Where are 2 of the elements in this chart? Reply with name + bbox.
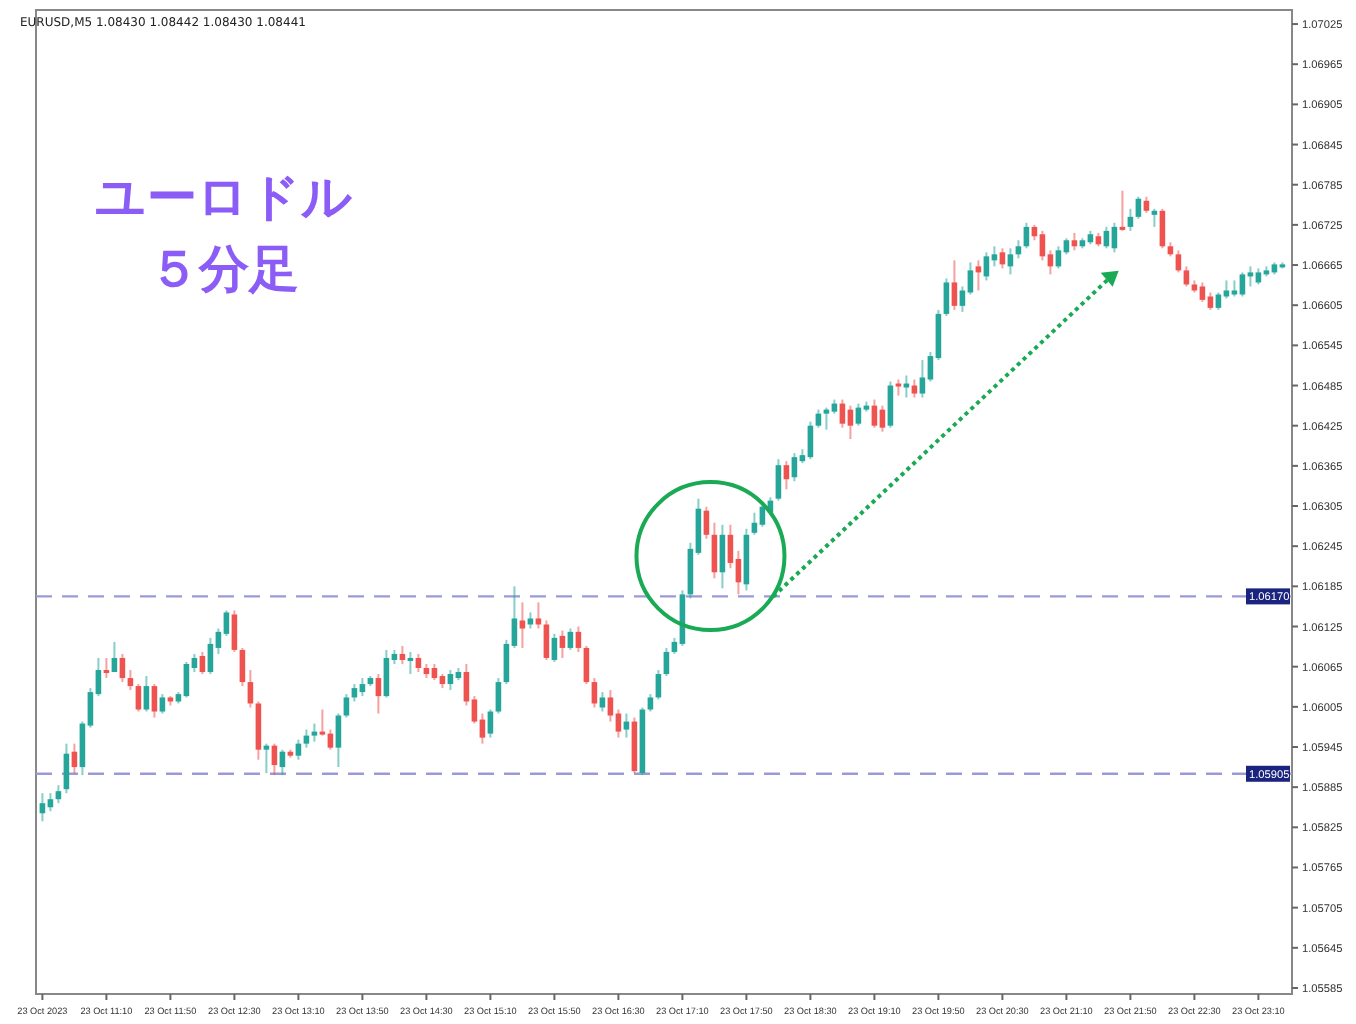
annotation: ユーロドル (95, 168, 353, 226)
annotation: ５分足 (149, 240, 299, 298)
